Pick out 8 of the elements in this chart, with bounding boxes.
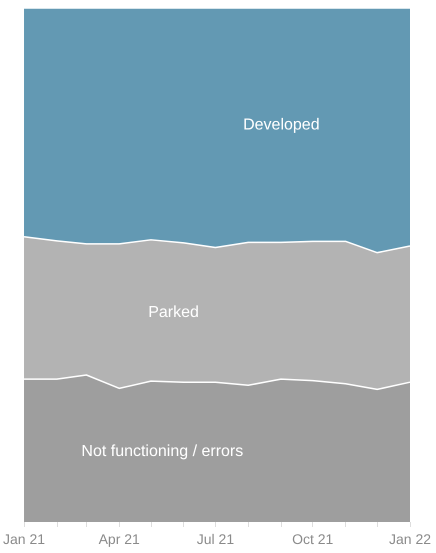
x-tick-label: Jul 21 — [196, 531, 234, 547]
x-tick-label: Apr 21 — [98, 531, 140, 547]
series-label: Not functioning / errors — [81, 443, 244, 460]
x-tick-label: Jan 21 — [2, 531, 46, 547]
series-label: Developed — [243, 116, 320, 134]
series-label: Parked — [148, 304, 199, 322]
x-tick-label: Jan 22 — [388, 531, 432, 547]
x-tick-label: Oct 21 — [292, 531, 334, 547]
